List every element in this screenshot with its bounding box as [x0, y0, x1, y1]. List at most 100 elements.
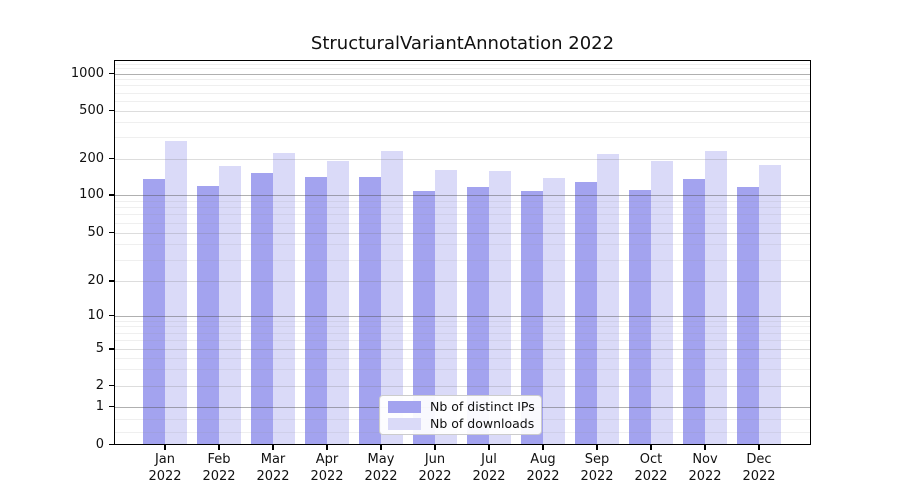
bar-distinct-ips-sep: [575, 182, 597, 444]
y-tick-mark: [109, 280, 115, 282]
x-tick-mark: [542, 445, 544, 450]
y-tick-label: 0: [95, 436, 104, 452]
y-tick-label: 5: [95, 341, 104, 356]
bar-downloads-aug: [543, 177, 565, 444]
bar-distinct-ips-dec: [737, 186, 759, 444]
y-tick-mark: [109, 72, 115, 75]
gridline: [115, 200, 810, 202]
y-tick-label: 1000: [70, 65, 104, 81]
gridline: [115, 332, 810, 334]
gridline: [115, 158, 810, 160]
gridline: [115, 79, 810, 81]
gridline: [115, 63, 810, 65]
bar-distinct-ips-oct: [629, 189, 651, 444]
gridline: [115, 68, 810, 70]
gridline: [115, 281, 810, 282]
y-tick-mark: [109, 109, 115, 112]
gridline: [115, 349, 810, 350]
x-tick-mark: [704, 445, 706, 450]
x-tick-label-jun: Jun 2022: [418, 452, 452, 484]
bar-downloads-jan: [165, 140, 187, 444]
y-tick-mark: [109, 384, 115, 387]
y-tick-mark: [109, 194, 115, 196]
x-tick-label-may: May 2022: [364, 452, 398, 484]
y-tick-label: 10: [87, 307, 104, 323]
legend-swatch-downloads: [388, 417, 421, 430]
bar-distinct-ips-may: [359, 176, 381, 444]
gridline: [115, 232, 810, 234]
bar-downloads-mar: [273, 153, 295, 444]
gridline: [115, 122, 810, 124]
y-tick-mark: [109, 348, 115, 350]
chart-title: StructuralVariantAnnotation 2022: [310, 33, 615, 54]
gridline: [115, 385, 810, 387]
bar-downloads-feb: [219, 165, 241, 444]
x-tick-mark: [596, 445, 598, 450]
gridline: [115, 207, 810, 209]
plot-area: Nb of distinct IPs Nb of downloads: [114, 60, 811, 445]
legend-entry-downloads: Nb of downloads: [388, 415, 535, 431]
y-tick-label: 200: [79, 150, 104, 166]
x-tick-label-apr: Apr 2022: [310, 452, 344, 484]
legend: Nb of distinct IPs Nb of downloads: [379, 395, 542, 435]
x-tick-label-jul: Jul 2022: [472, 452, 506, 484]
x-tick-label-mar: Mar 2022: [256, 452, 290, 484]
legend-label-downloads: Nb of downloads: [430, 415, 535, 431]
gridline: [115, 326, 810, 328]
y-tick-label: 2: [95, 377, 104, 393]
bar-distinct-ips-aug: [521, 191, 543, 444]
bar-distinct-ips-jul: [467, 186, 489, 444]
x-tick-mark: [272, 445, 274, 450]
gridline: [115, 315, 810, 317]
bar-distinct-ips-apr: [305, 176, 327, 444]
gridline: [115, 85, 810, 87]
gridline: [115, 259, 810, 261]
bar-downloads-jul: [489, 171, 511, 444]
y-tick-mark: [109, 157, 115, 160]
bar-downloads-sep: [597, 154, 619, 444]
gridline: [115, 340, 810, 342]
gridline: [115, 244, 810, 246]
x-tick-label-jan: Jan 2022: [148, 452, 182, 484]
legend-swatch-distinct-ips: [388, 400, 421, 413]
gridline: [115, 100, 810, 102]
bar-distinct-ips-feb: [197, 185, 219, 444]
bar-distinct-ips-nov: [683, 179, 705, 444]
bar-downloads-apr: [327, 161, 349, 444]
x-tick-label-sep: Sep 2022: [580, 452, 614, 484]
gridline: [115, 320, 810, 322]
x-tick-mark: [380, 445, 382, 450]
bar-downloads-dec: [759, 164, 781, 444]
x-tick-mark: [434, 445, 436, 450]
gridline: [115, 110, 810, 112]
gridline: [115, 369, 810, 371]
y-tick-mark: [109, 314, 115, 317]
x-tick-mark: [164, 445, 166, 450]
gridline: [115, 92, 810, 94]
y-tick-mark: [109, 443, 115, 446]
y-tick-label: 1: [95, 398, 104, 414]
bar-distinct-ips-jun: [413, 191, 435, 444]
x-tick-mark: [326, 445, 328, 450]
x-tick-label-aug: Aug 2022: [526, 452, 560, 484]
legend-entry-distinct-ips: Nb of distinct IPs: [388, 399, 535, 414]
bar-downloads-may: [381, 151, 403, 444]
y-tick-label: 500: [79, 102, 104, 118]
x-tick-mark: [218, 445, 220, 450]
y-tick-label: 20: [87, 273, 104, 288]
gridline: [115, 357, 810, 359]
x-tick-label-oct: Oct 2022: [634, 452, 668, 484]
bar-downloads-nov: [705, 150, 727, 444]
y-tick-label: 100: [79, 187, 104, 202]
x-tick-mark: [488, 445, 490, 450]
gridline: [115, 214, 810, 216]
x-tick-mark: [758, 445, 760, 450]
bar-downloads-oct: [651, 161, 673, 444]
y-tick-label: 50: [87, 224, 104, 240]
gridline: [115, 195, 810, 196]
bar-distinct-ips-jan: [143, 178, 165, 444]
x-tick-label-nov: Nov 2022: [688, 452, 722, 484]
bar-distinct-ips-mar: [251, 173, 273, 444]
y-tick-mark: [109, 231, 115, 234]
